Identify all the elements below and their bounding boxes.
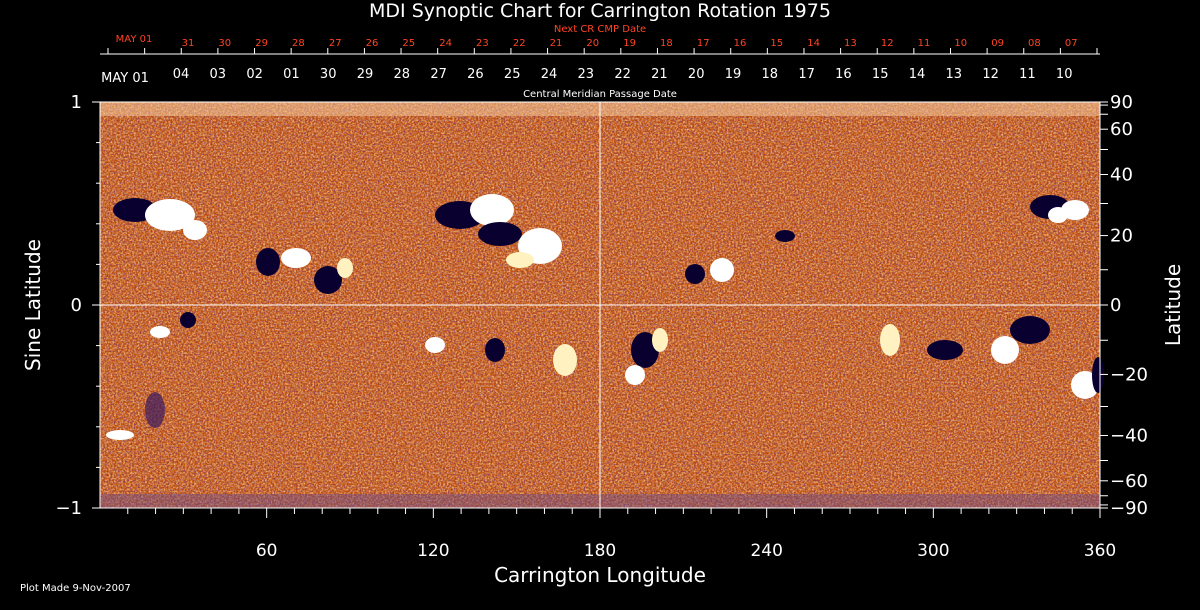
x-tick-label: 60 <box>256 541 278 561</box>
next-cr-date-label: 11 <box>918 38 931 49</box>
cmp-date-label: 03 <box>210 67 227 82</box>
x-axis-ticks: 60 120 180 240 300 360 <box>127 508 1116 561</box>
next-cr-date-label: 08 <box>1028 38 1041 49</box>
magnetogram-map <box>99 101 1104 509</box>
next-cr-date-label: 25 <box>402 38 415 49</box>
next-cr-date-label: 14 <box>807 38 820 49</box>
next-cr-date-label: 07 <box>1065 38 1078 49</box>
x-tick-label: 300 <box>917 541 949 561</box>
cmp-date-label: 28 <box>394 67 411 82</box>
left-y-tick-label: 0 <box>71 295 82 316</box>
right-y-tick-label: 60 <box>1110 119 1133 140</box>
cmp-date-label: 15 <box>872 67 889 82</box>
next-cr-date-label: 16 <box>734 38 747 49</box>
cmp-date-label: 19 <box>725 67 742 82</box>
cmp-date-label: 30 <box>320 67 337 82</box>
cmp-date-label: 13 <box>946 67 963 82</box>
cmp-date-label: 16 <box>835 67 852 82</box>
next-cr-date-label: 27 <box>329 38 342 49</box>
cmp-date-label: 23 <box>578 67 595 82</box>
next-cr-date-label: 09 <box>991 38 1004 49</box>
cmp-date-label: 29 <box>357 67 374 82</box>
cmp-date-label: 04 <box>173 67 190 82</box>
cmp-date-label: 18 <box>762 67 779 82</box>
cmp-date-label: 25 <box>504 67 521 82</box>
cmp-date-label: 27 <box>430 67 447 82</box>
right-y-tick-label: 40 <box>1110 165 1133 186</box>
right-y-axis-ticks: 90 60 40 20 0 −20 −40 −60 −90 <box>1100 92 1148 519</box>
right-y-tick-label: 0 <box>1110 295 1121 316</box>
cmp-date-label: 11 <box>1019 67 1036 82</box>
left-y-axis-ticks: 1 0 −1 <box>55 92 100 519</box>
active-regions <box>106 194 1104 440</box>
right-y-axis-label: Latitude <box>1161 264 1185 346</box>
next-cr-date-label: 20 <box>586 38 599 49</box>
next-cr-date-label: 13 <box>844 38 857 49</box>
x-tick-label: 180 <box>584 541 616 561</box>
next-cr-date-label: 22 <box>513 38 526 49</box>
next-cr-date-label: 19 <box>623 38 636 49</box>
next-cr-ticks: 31 30 29 28 27 26 25 24 23 22 21 20 19 18 17 16 15 14 13 12… <box>107 38 1098 54</box>
cmp-date-label: 12 <box>982 67 999 82</box>
cmp-date-label: 14 <box>909 67 926 82</box>
right-y-tick-label: −40 <box>1110 425 1148 446</box>
x-axis-label: Carrington Longitude <box>494 563 706 587</box>
cmp-date-label: 10 <box>1056 67 1073 82</box>
cmp-date-label: 02 <box>246 67 263 82</box>
cmp-date-label: 01 <box>283 67 300 82</box>
right-y-tick-label: −90 <box>1110 498 1148 519</box>
cmp-axis-label: Central Meridian Passage Date <box>523 89 677 100</box>
cmp-date-label: 26 <box>467 67 484 82</box>
left-y-axis-label: Sine Latitude <box>21 239 45 371</box>
left-y-tick-label: −1 <box>55 498 82 519</box>
next-cr-date-label: 10 <box>954 38 967 49</box>
right-y-tick-label: 90 <box>1110 92 1133 113</box>
next-cr-date-label: 29 <box>255 38 268 49</box>
next-cr-date-label: 31 <box>182 38 195 49</box>
next-cr-date-label: 26 <box>366 38 379 49</box>
next-cr-date-label: 24 <box>439 38 452 49</box>
right-y-tick-label: −60 <box>1110 471 1148 492</box>
x-tick-label: 120 <box>417 541 449 561</box>
cmp-date-label: 20 <box>688 67 705 82</box>
plot-made-note: Plot Made 9-Nov-2007 <box>20 583 131 594</box>
next-cr-date-label: 21 <box>550 38 563 49</box>
cmp-date-label: 22 <box>614 67 631 82</box>
next-cr-date-label: 18 <box>660 38 673 49</box>
right-y-tick-label: −20 <box>1110 364 1148 385</box>
cmp-date-label: 17 <box>798 67 815 82</box>
left-y-tick-label: 1 <box>71 92 82 113</box>
cmp-date-label: 21 <box>651 67 668 82</box>
cmp-start-label: MAY 01 <box>101 71 149 86</box>
next-cr-date-label: 23 <box>476 38 489 49</box>
next-cr-date-label: 28 <box>292 38 305 49</box>
cmp-ticks: 04 03 02 01 30 29 28 27 26 25 24 23 22 21 20 19 18 17 16 15… <box>173 67 1073 82</box>
x-tick-label: 240 <box>750 541 782 561</box>
next-cr-date-label: 12 <box>881 38 894 49</box>
next-cr-date-label: 17 <box>697 38 710 49</box>
right-y-tick-label: 20 <box>1110 226 1133 247</box>
next-cr-start-label: MAY 01 <box>116 34 153 45</box>
chart-title: MDI Synoptic Chart for Carrington Rotati… <box>369 0 831 22</box>
cmp-date-label: 24 <box>541 67 558 82</box>
x-tick-label: 360 <box>1084 541 1116 561</box>
next-cr-date-label: 15 <box>770 38 783 49</box>
next-cr-date-label: 30 <box>218 38 231 49</box>
next-cr-label: Next CR CMP Date <box>554 24 646 35</box>
